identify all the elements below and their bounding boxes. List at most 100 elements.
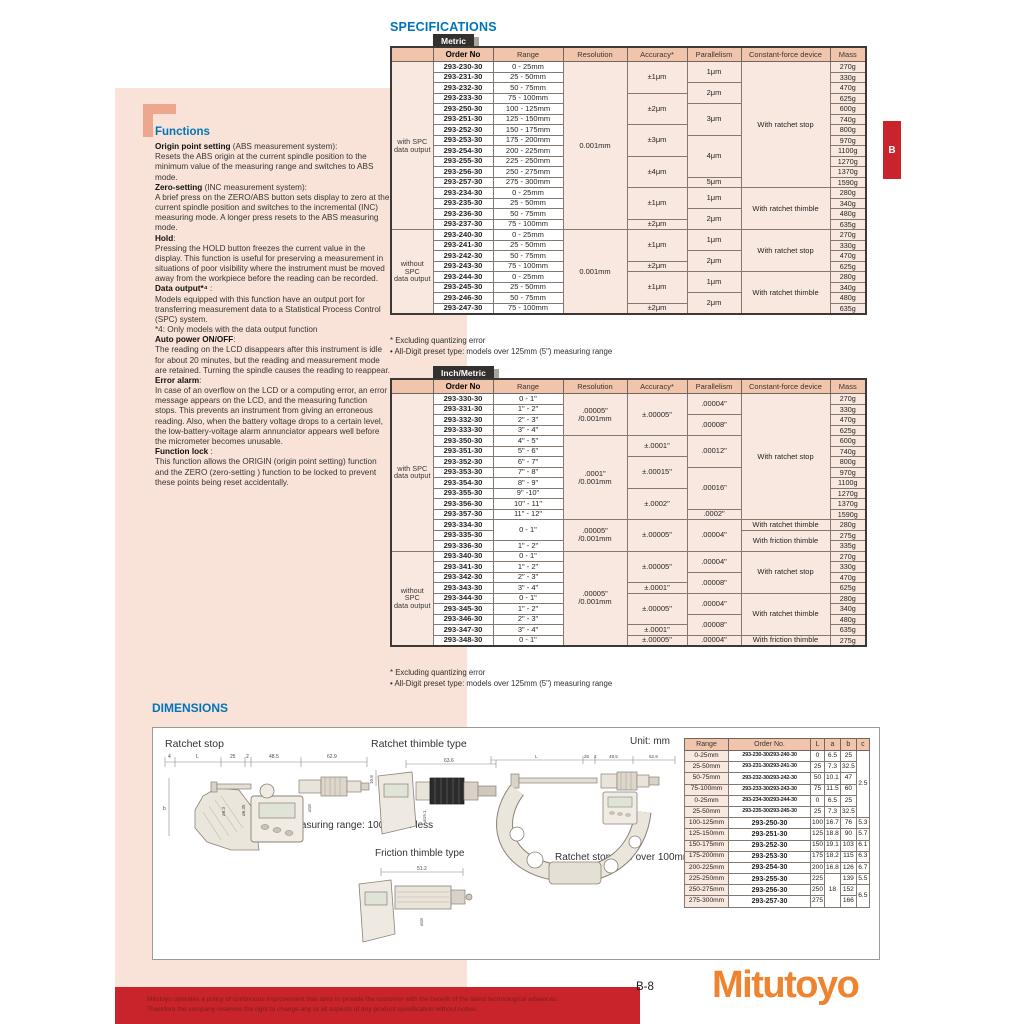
table-cell: 75 - 100mm — [492, 260, 564, 272]
table-cell: 293-350-30 — [432, 435, 494, 447]
table-cell: 293-250-30 — [728, 817, 811, 830]
table-cell: 625g — [829, 260, 867, 272]
table-cell: With ratchet stop — [740, 229, 831, 272]
table-cell: 1590g — [829, 508, 867, 520]
table-cell: 125 - 150mm — [492, 113, 564, 125]
svg-text:ø18: ø18 — [307, 804, 312, 812]
svg-text:63.6: 63.6 — [444, 758, 454, 764]
table-row: 293-242-30 50 - 75mm 2μm 470g — [391, 250, 867, 272]
function-section-body: This function allows the ORIGIN (origin … — [155, 457, 377, 487]
table-cell: 150-175mm — [684, 839, 729, 852]
table-cell: ±.00015" — [626, 456, 688, 489]
table-cell: 293-235-30 — [432, 197, 494, 209]
table-cell: 293-250-30 — [432, 103, 494, 115]
column-header: Range — [492, 46, 564, 62]
column-header: a — [824, 738, 841, 751]
table-cell: ±.00005" — [626, 393, 688, 436]
table-cell: 293-230-30/293-240-30 — [728, 749, 811, 763]
table-cell: 293-232-30 — [432, 82, 494, 94]
table-cell: ±.0001" — [626, 435, 688, 457]
table-cell: 293-233-30 — [432, 92, 494, 104]
table-cell: 625g — [829, 582, 867, 594]
table-cell: 47 — [839, 772, 857, 785]
table-cell: 100-125mm — [684, 817, 729, 830]
function-section-body: Models equipped with this function have … — [155, 294, 381, 335]
table-cell: ±2μm — [626, 218, 688, 230]
table-cell: 293-234-30 — [432, 187, 494, 199]
table-cell: 25 — [839, 749, 857, 763]
table-cell: 480g — [829, 292, 867, 304]
table-row: with SPC data output 293-330-30 0 - 1" .000… — [390, 393, 867, 552]
table-cell: 340g — [829, 281, 867, 293]
table-cell: With ratchet stop — [740, 550, 831, 594]
column-header: Constant-force device — [740, 378, 831, 394]
table-cell: 25 — [839, 794, 857, 807]
column-header — [390, 378, 434, 394]
svg-text:4: 4 — [168, 754, 171, 760]
corner-mark — [143, 104, 176, 114]
table-cell: 3" - 4" — [492, 582, 564, 594]
table-row: 50-75mm 293-232-30/293-242-30 50 10.1 47 — [684, 772, 870, 785]
table-cell: 25 - 50mm — [492, 239, 564, 251]
table-cell: 470g — [829, 82, 867, 94]
table-cell: 740g — [829, 445, 867, 457]
table-cell: 280g — [829, 187, 867, 199]
table-cell: 1μm — [686, 187, 742, 209]
table-cell: 1370g — [829, 498, 867, 510]
table-row: 293-356-30 10" - 11" 1370g — [391, 498, 867, 510]
section-tab: B — [883, 121, 901, 179]
table-cell: 293-346-30 — [432, 613, 494, 625]
table-cell: 150 — [809, 839, 826, 852]
table-cell: 0 - 25mm — [492, 229, 564, 241]
function-section: Data output*⁴ : Models equipped with this… — [155, 284, 391, 335]
table-cell: 250 — [809, 884, 826, 897]
table-cell: 280g — [829, 592, 867, 604]
table-cell: 1" - 2" — [492, 561, 564, 573]
column-header: Resolution — [562, 46, 628, 62]
table-row: 0-25mm 293-230-30/293-240-30 0 6.5 25 2.5 — [684, 749, 870, 819]
column-header: L — [809, 738, 826, 751]
table-row: 293-352-30 6" - 7" ±.00015" 800g — [391, 456, 867, 489]
footer-line2: Therefore the company reserves the right… — [147, 1006, 478, 1014]
table-cell: 293-251-30 — [432, 113, 494, 125]
table-cell: ±.00005" — [626, 634, 688, 647]
table-cell: 225 — [809, 873, 826, 886]
table-cell: With ratchet thimble — [740, 187, 831, 230]
table-cell: 293-257-30 — [432, 176, 494, 188]
table-cell: With ratchet stop — [740, 393, 831, 520]
table-cell: 19.1 — [824, 839, 841, 852]
table-cell: 32.5 — [839, 805, 857, 819]
table-cell: 340g — [829, 197, 867, 209]
table-cell: 293-234-30/293-244-30 — [728, 794, 811, 807]
table-cell: 293-332-30 — [432, 414, 494, 426]
table-cell: ±1μm — [626, 229, 688, 262]
table-cell: without SPC data output — [390, 550, 434, 647]
function-section-body: In case of an overflow on the LCD or a c… — [155, 386, 388, 446]
table-cell: .00008" — [686, 571, 742, 594]
table-row: 293-346-30 2" - 3" .00008" 480g — [391, 613, 867, 636]
table-cell: 5.3 — [855, 817, 870, 830]
table-cell: 11" - 12" — [492, 508, 564, 520]
metric-spec-table: Order No Range Resolution Accuracy* Parallel… — [390, 46, 867, 315]
column-header — [390, 46, 434, 62]
table-cell: 293-357-30 — [432, 508, 494, 520]
table-cell: 32.5 — [839, 761, 857, 774]
column-header: Range — [492, 378, 564, 394]
svg-text:ø19.1: ø19.1 — [422, 810, 427, 822]
table-cell: 125 — [809, 828, 826, 841]
table-cell: 200-225mm — [684, 861, 729, 875]
table-cell: 625g — [829, 424, 867, 436]
svg-text:L: L — [535, 754, 538, 759]
table-cell: 7.3 — [824, 761, 841, 774]
svg-text:ø18: ø18 — [419, 918, 424, 926]
table-cell: .00005" /0.001mm — [562, 393, 628, 436]
table-cell: 275g — [829, 529, 867, 541]
table-cell: ±.00005" — [626, 519, 688, 552]
inch-metric-tab-label: Inch/Metric — [433, 366, 494, 380]
table-cell: 0-25mm — [684, 794, 729, 807]
table-cell: 1" - 2" — [492, 403, 564, 415]
table-cell: 250 - 275mm — [492, 166, 564, 178]
table-cell: With ratchet thimble — [740, 592, 831, 636]
table-cell: 2" - 3" — [492, 414, 564, 426]
table-cell: 5.5 — [855, 873, 870, 886]
